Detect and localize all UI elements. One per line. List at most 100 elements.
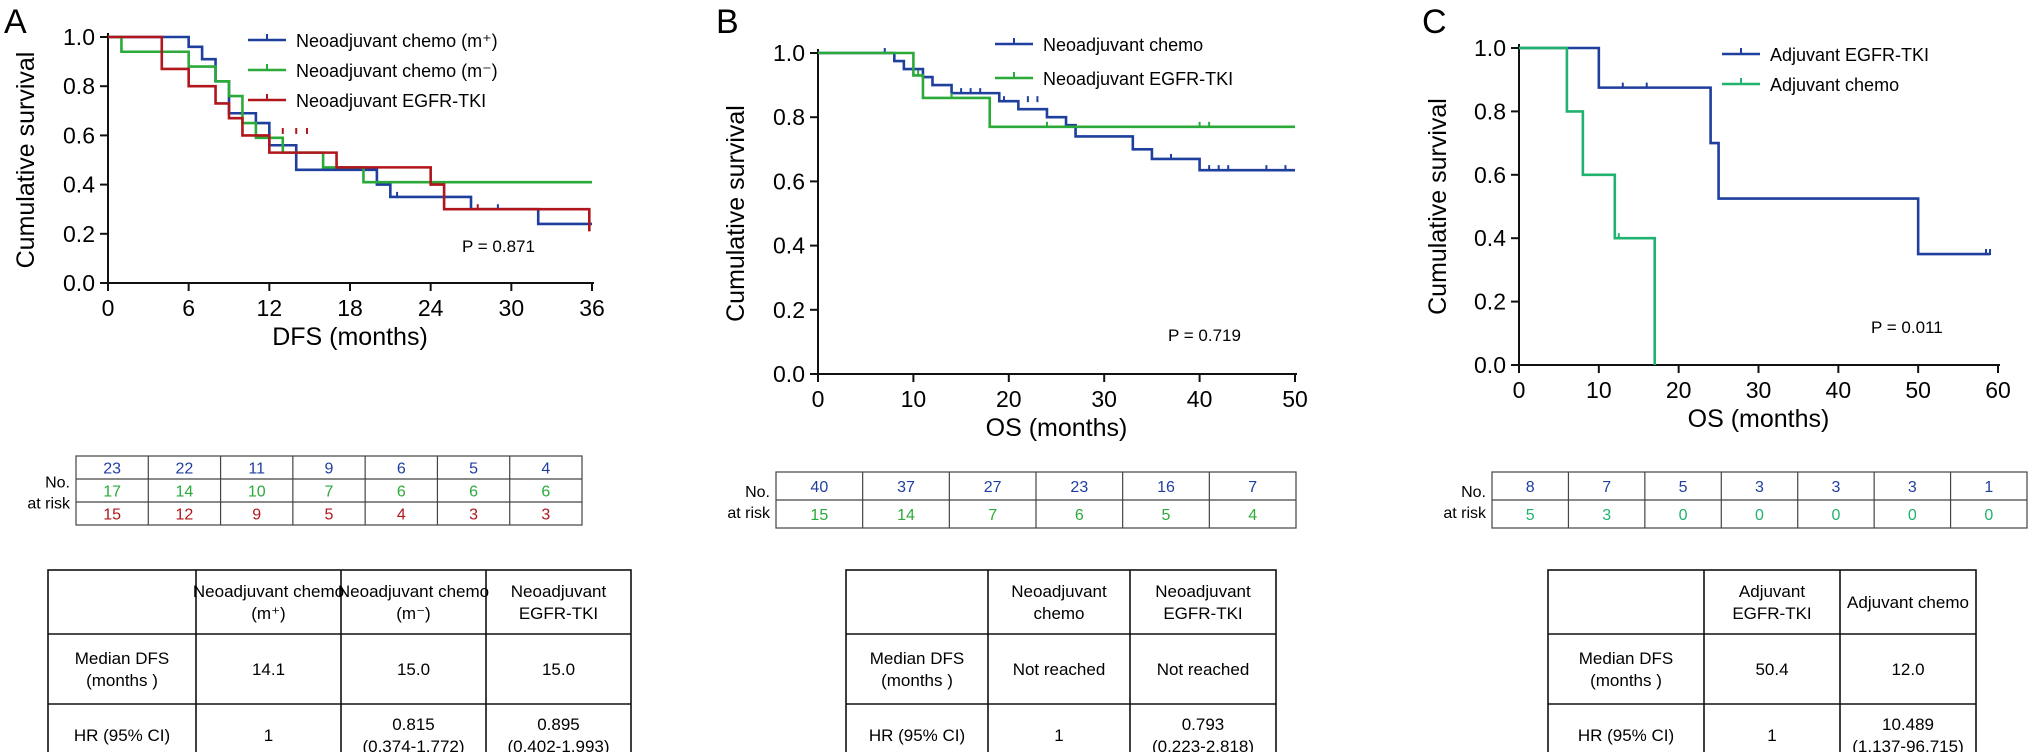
summary-table: Adjuvant EGFR-TKI Adjuvant chemo Median DFS… — [1547, 569, 1977, 752]
risk-count: 3 — [1755, 479, 1764, 496]
summary-cell: HR (95% CI) — [74, 726, 170, 745]
x-tick-label: 40 — [1187, 386, 1213, 412]
summary-cell-line: (0.374-1.772) — [362, 737, 464, 752]
risk-table: No. at risk 23 22 11 9 6 5 4 17 14 10 7 6 6 6 15 12 9 5 4 3 3 — [27, 455, 583, 526]
summary-cell: HR (95% CI) — [869, 726, 965, 745]
legend-label: Neoadjuvant EGFR-TKI — [296, 91, 486, 111]
risk-count: 11 — [248, 461, 265, 478]
summary-header-cell: Neoadjuvant chemo (m⁺) — [193, 582, 344, 623]
x-tick-label: 50 — [1282, 386, 1308, 412]
summary-header-cell: Neoadjuvant EGFR-TKI — [511, 582, 607, 623]
summary-cell-line: Not reached — [1013, 660, 1106, 679]
risk-count: 8 — [1526, 479, 1535, 496]
x-tick-label: 30 — [1746, 377, 1772, 403]
summary-cell-line: 15.0 — [397, 660, 430, 679]
summary-cell-line: 1 — [1054, 726, 1063, 745]
y-tick-label: 0.6 — [63, 122, 95, 148]
risk-count: 1 — [1984, 479, 1993, 496]
y-tick-label: 0.0 — [773, 361, 805, 387]
risk-count: 3 — [469, 507, 478, 524]
risk-count: 5 — [469, 461, 478, 478]
x-tick-label: 36 — [579, 295, 605, 321]
summary-cell: 1 — [1767, 726, 1776, 745]
summary-table-border — [47, 569, 632, 752]
x-tick-label: 30 — [499, 295, 525, 321]
summary-cell: 14.1 — [252, 660, 285, 679]
summary-cell-line: 12.0 — [1891, 660, 1924, 679]
survival-curve-1 — [1519, 46, 1991, 256]
summary-cell-line: 1 — [264, 726, 273, 745]
risk-count: 22 — [176, 461, 194, 478]
summary-header-cell: Adjuvant EGFR-TKI — [1732, 582, 1811, 623]
survival-curve-2 — [108, 35, 592, 184]
summary-cell: 15.0 — [397, 660, 430, 679]
summary-header-cell: Neoadjuvant chemo — [1011, 582, 1107, 623]
summary-cell-line: 0.895 — [537, 715, 580, 734]
y-tick-label: 0.6 — [1474, 162, 1506, 188]
x-tick-label: 50 — [1905, 377, 1931, 403]
x-tick-label: 24 — [418, 295, 444, 321]
risk-count: 0 — [1755, 507, 1764, 524]
risk-count: 4 — [541, 461, 550, 478]
summary-cell-line: EGFR-TKI — [1163, 604, 1242, 623]
summary-cell-line: 1 — [1767, 726, 1776, 745]
risk-count: 5 — [325, 507, 334, 524]
risk-count: 5 — [1162, 507, 1171, 524]
summary-cell: Median DFS (months ) — [870, 649, 964, 690]
legend-label: Adjuvant EGFR-TKI — [1770, 45, 1929, 65]
summary-cell-line: Adjuvant chemo — [1847, 593, 1969, 612]
summary-cell-line: Neoadjuvant — [1155, 582, 1251, 601]
summary-cell: 1 — [1054, 726, 1063, 745]
panel-letter: A — [4, 3, 27, 41]
summary-cell-line: (0.223-2.818) — [1152, 737, 1254, 752]
risk-count: 4 — [397, 507, 406, 524]
risk-label: No. — [45, 475, 70, 492]
y-tick-label: 0.8 — [63, 73, 95, 99]
summary-cell: 15.0 — [542, 660, 575, 679]
summary-cell-line: HR (95% CI) — [1578, 726, 1674, 745]
risk-label: at risk — [27, 496, 71, 513]
risk-count: 7 — [1248, 479, 1257, 496]
risk-count: 0 — [1679, 507, 1688, 524]
risk-count: 6 — [541, 484, 550, 501]
summary-table-border — [1547, 569, 1977, 752]
summary-cell: Not reached — [1013, 660, 1106, 679]
summary-cell: 0.793 (0.223-2.818) — [1152, 715, 1254, 752]
risk-label: No. — [1461, 484, 1486, 501]
summary-cell-line: HR (95% CI) — [74, 726, 170, 745]
y-tick-label: 0.0 — [1474, 352, 1506, 378]
risk-label: at risk — [1443, 505, 1487, 522]
y-tick-label: 0.4 — [1474, 225, 1506, 251]
summary-cell: Median DFS (months ) — [75, 649, 169, 690]
risk-count: 14 — [176, 484, 194, 501]
y-tick-label: 1.0 — [1474, 35, 1506, 61]
survival-curve-2 — [818, 51, 1295, 129]
summary-cell: Median DFS (months ) — [1579, 649, 1673, 690]
p-value: P = 0.011 — [1871, 318, 1943, 337]
summary-cell-line: Neoadjuvant — [1011, 582, 1107, 601]
summary-cell-line: 0.793 — [1182, 715, 1225, 734]
y-tick-label: 1.0 — [773, 40, 805, 66]
x-axis-title: OS (months) — [986, 414, 1128, 442]
x-tick-label: 0 — [812, 386, 825, 412]
summary-cell: HR (95% CI) — [1578, 726, 1674, 745]
summary-cell-line: Neoadjuvant chemo — [193, 582, 344, 601]
risk-count: 3 — [1831, 479, 1840, 496]
risk-count: 9 — [252, 507, 261, 524]
risk-count: 37 — [897, 479, 915, 496]
risk-count: 3 — [1602, 507, 1611, 524]
legend-label: Neoadjuvant chemo — [1043, 35, 1203, 55]
summary-cell-line: Median DFS — [75, 649, 169, 668]
y-tick-label: 0.8 — [1474, 98, 1506, 124]
panel-letter: C — [1422, 3, 1447, 41]
risk-count: 16 — [1157, 479, 1175, 496]
y-tick-label: 0.8 — [773, 104, 805, 130]
risk-label: No. — [745, 484, 770, 501]
summary-header-cell: Adjuvant chemo — [1847, 593, 1969, 612]
summary-cell-line: Median DFS — [1579, 649, 1673, 668]
summary-cell-line: 10.489 — [1882, 715, 1934, 734]
risk-count: 15 — [810, 507, 828, 524]
